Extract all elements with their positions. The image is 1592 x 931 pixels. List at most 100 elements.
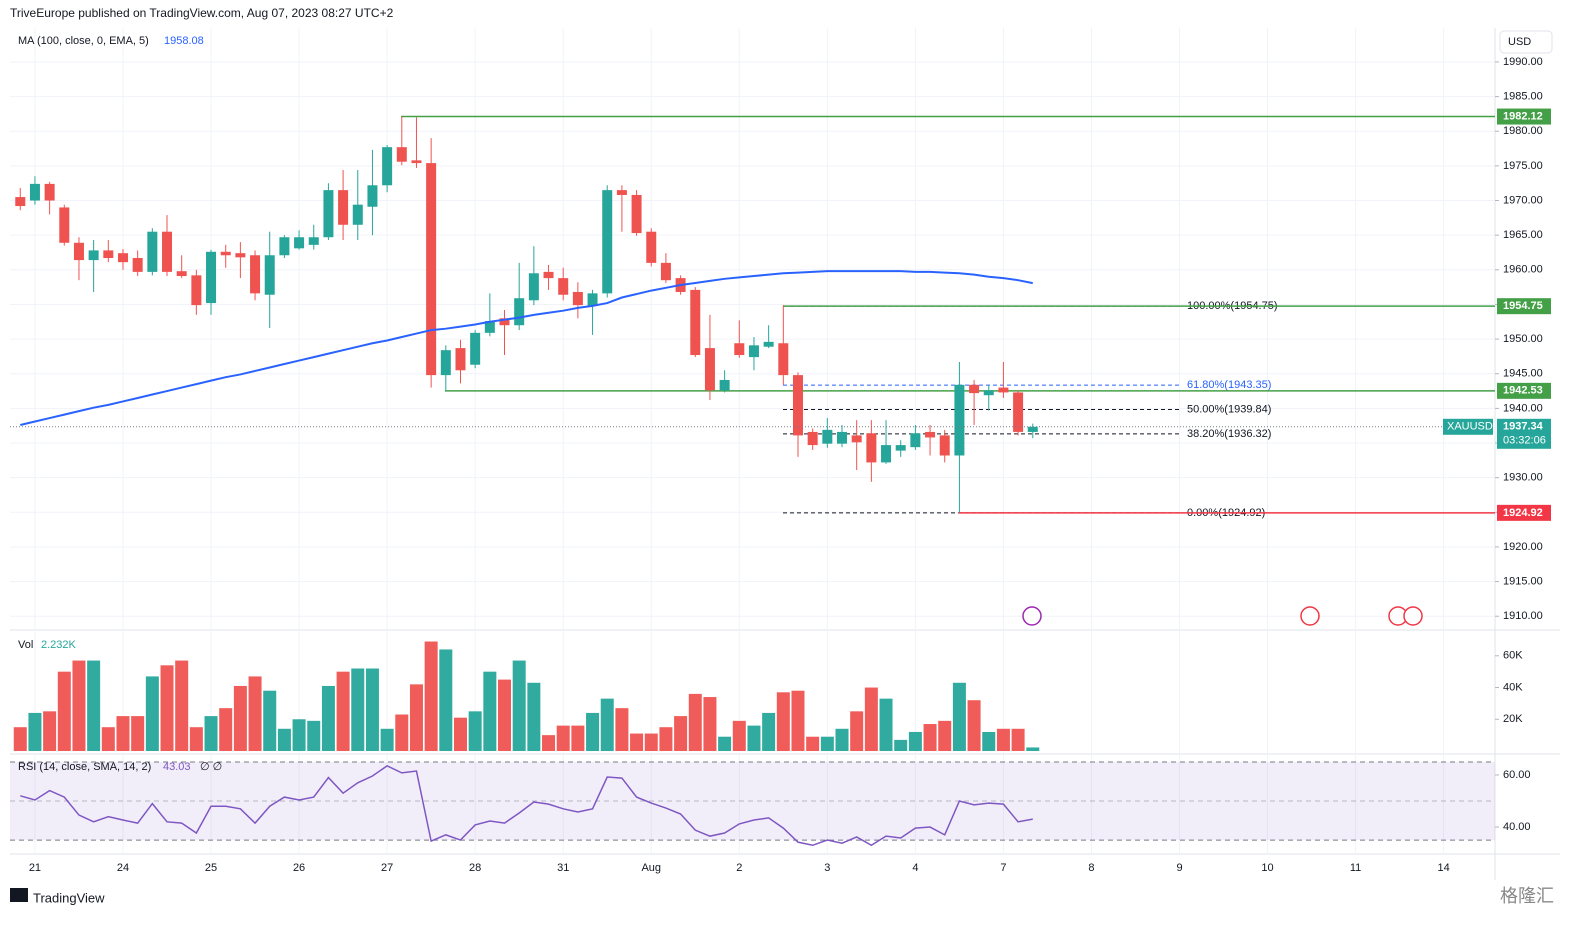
volume-bar xyxy=(644,733,658,751)
x-tick-label: 3 xyxy=(824,862,830,874)
ma-line xyxy=(20,270,1033,426)
volume-bar xyxy=(512,660,526,751)
x-tick-label: 24 xyxy=(117,862,129,874)
volume-bar xyxy=(248,676,262,751)
candle-body xyxy=(103,250,114,259)
candle-body xyxy=(499,318,510,326)
candle-body xyxy=(616,190,627,195)
candle-body xyxy=(88,250,99,261)
volume-bar xyxy=(277,728,291,751)
volume-bar xyxy=(57,671,71,751)
volume-bar xyxy=(13,727,27,751)
candle-body xyxy=(367,185,378,207)
candle-body xyxy=(925,431,936,438)
fib-label: 38.20%(1936.32) xyxy=(1187,428,1271,440)
last-price-label: 1937.34 xyxy=(1503,421,1544,433)
candle-body xyxy=(73,242,84,261)
x-tick-label: 10 xyxy=(1261,862,1273,874)
fib-label: 50.00%(1939.84) xyxy=(1187,403,1271,415)
x-tick-label: 28 xyxy=(469,862,481,874)
volume-bar xyxy=(864,687,878,751)
candle-body xyxy=(352,204,363,225)
volume-bar xyxy=(351,668,365,751)
volume-bar xyxy=(28,712,42,751)
volume-title: Vol xyxy=(18,639,33,651)
candle-body xyxy=(602,190,613,294)
volume-bar xyxy=(204,716,218,751)
level-label: 1924.92 xyxy=(1503,507,1543,519)
candle-body xyxy=(807,431,818,446)
ma-legend: MA (100, close, 0, EMA, 5) xyxy=(18,35,149,47)
event-icon[interactable] xyxy=(1300,606,1320,626)
y-tick-label: 20K xyxy=(1503,713,1523,725)
volume-bar xyxy=(688,693,702,751)
candle-body xyxy=(514,298,525,326)
candle-body xyxy=(719,379,730,391)
x-tick-label: 9 xyxy=(1176,862,1182,874)
candle-body xyxy=(323,190,334,238)
y-tick-label: 60.00 xyxy=(1503,769,1531,781)
volume-bar xyxy=(615,708,629,751)
volume-bar xyxy=(967,700,981,751)
candle-body xyxy=(558,278,569,295)
volume-bar xyxy=(996,728,1010,751)
volume-bar xyxy=(952,682,966,751)
volume-bar xyxy=(1011,728,1025,751)
y-tick-label: 1920.00 xyxy=(1503,541,1543,553)
candle-body xyxy=(1013,392,1024,432)
y-tick-label: 1945.00 xyxy=(1503,368,1543,380)
currency-box[interactable] xyxy=(1499,30,1553,54)
candle-body xyxy=(983,390,994,396)
x-tick-label: 4 xyxy=(912,862,918,874)
volume-bar xyxy=(820,736,834,751)
event-icon[interactable] xyxy=(1403,606,1423,626)
volume-bar xyxy=(556,725,570,751)
y-tick-label: 1980.00 xyxy=(1503,125,1543,137)
volume-bar xyxy=(43,711,57,751)
volume-bar xyxy=(87,660,101,751)
volume-bar xyxy=(233,685,247,751)
candle-body xyxy=(851,435,862,443)
candle-body xyxy=(881,445,892,463)
candle-body xyxy=(543,271,554,279)
event-icon[interactable] xyxy=(1022,606,1042,626)
candle-body xyxy=(1027,426,1038,432)
level-flag xyxy=(1497,382,1551,399)
volume-bar xyxy=(718,736,732,751)
volume-bar xyxy=(292,719,306,751)
candle-body xyxy=(147,231,158,272)
candle-body xyxy=(132,258,143,272)
y-tick-label: 60K xyxy=(1503,650,1523,662)
candle-body xyxy=(44,183,55,201)
candle-body xyxy=(587,293,598,306)
candle-body xyxy=(778,343,789,376)
volume-bar xyxy=(600,698,614,751)
candle-body xyxy=(837,431,848,444)
candle-body xyxy=(264,255,275,295)
volume-bar xyxy=(189,727,203,751)
volume-bar xyxy=(703,697,717,751)
volume-bar xyxy=(483,671,497,751)
volume-bar xyxy=(938,720,952,751)
publisher-note: TriveEurope published on TradingView.com… xyxy=(10,6,394,20)
y-tick-label: 1975.00 xyxy=(1503,160,1543,172)
volume-bar xyxy=(380,728,394,751)
y-tick-label: 1985.00 xyxy=(1503,90,1543,102)
volume-bar xyxy=(424,641,438,751)
volume-bar xyxy=(835,728,849,751)
level-label: 1982.12 xyxy=(1503,110,1543,122)
volume-bar xyxy=(527,682,541,751)
brand: TradingView xyxy=(33,890,105,905)
volume-bar xyxy=(879,698,893,751)
volume-bar xyxy=(571,725,585,751)
volume-bar xyxy=(630,733,644,751)
candle-body xyxy=(279,237,290,256)
level-flag xyxy=(1497,504,1551,521)
x-tick-label: 7 xyxy=(1000,862,1006,874)
candle-body xyxy=(631,194,642,234)
candle-body xyxy=(117,253,128,263)
x-tick-label: 25 xyxy=(205,862,217,874)
x-tick-label: Aug xyxy=(641,862,661,874)
